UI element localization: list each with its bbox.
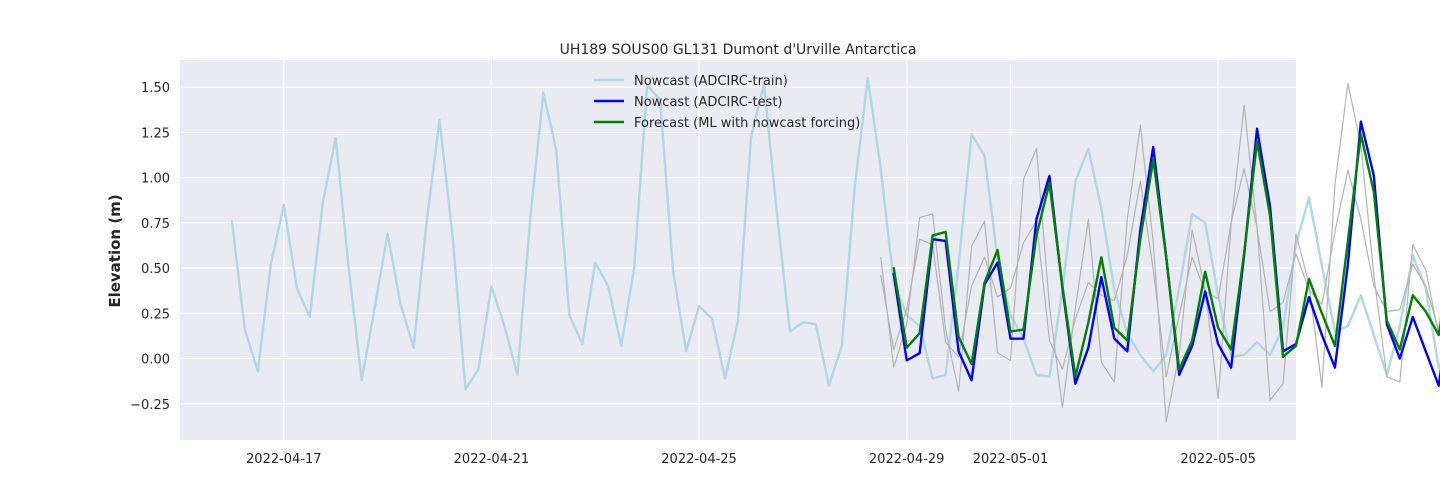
y-tick-label: 0.50 xyxy=(141,262,170,277)
y-tick-label: 1.25 xyxy=(141,126,170,141)
legend-label: Nowcast (ADCIRC-test) xyxy=(634,95,783,110)
y-tick-label: 0.00 xyxy=(141,353,170,368)
y-tick-label: 0.75 xyxy=(141,217,170,232)
x-tick-label: 2022-05-01 xyxy=(973,452,1049,467)
x-tick-label: 2022-04-17 xyxy=(246,452,322,467)
y-tick-label: 1.00 xyxy=(141,172,170,187)
x-tick-label: 2022-04-21 xyxy=(454,452,530,467)
x-tick-label: 2022-05-05 xyxy=(1180,452,1256,467)
legend-label: Nowcast (ADCIRC-train) xyxy=(634,74,788,89)
y-tick-label: 0.25 xyxy=(141,307,170,322)
plot-background xyxy=(180,60,1296,440)
x-tick-label: 2022-04-29 xyxy=(869,452,945,467)
y-tick-label: 1.50 xyxy=(141,81,170,96)
y-tick-label: −0.25 xyxy=(130,398,170,413)
series-line-4 xyxy=(892,132,1440,378)
series-layer xyxy=(230,76,1440,423)
legend-label: Forecast (ML with nowcast forcing) xyxy=(634,116,860,131)
legend: Nowcast (ADCIRC-train) Nowcast (ADCIRC-te… xyxy=(594,74,860,131)
y-axis-label: Elevation (m) xyxy=(106,194,124,307)
series-line-1 xyxy=(880,82,1440,423)
chart-title: UH189 SOUS00 GL131 Dumont d'Urville Anta… xyxy=(560,42,917,58)
x-axis: 2022-04-17 2022-04-21 2022-04-25 2022-04-29… xyxy=(246,452,1256,467)
series-line-0 xyxy=(230,76,1440,391)
y-axis: −0.25 0.00 0.25 0.50 0.75 1.00 1.25 1.50 xyxy=(130,81,170,413)
x-tick-label: 2022-04-25 xyxy=(661,452,737,467)
series-line-3 xyxy=(892,120,1440,387)
